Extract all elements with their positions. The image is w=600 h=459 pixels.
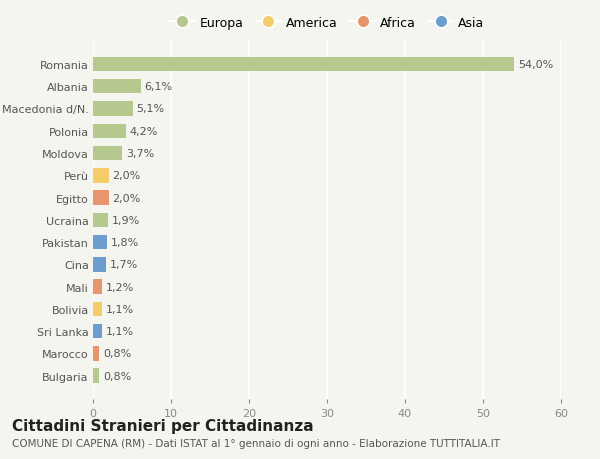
Text: 6,1%: 6,1% — [145, 82, 173, 92]
Text: COMUNE DI CAPENA (RM) - Dati ISTAT al 1° gennaio di ogni anno - Elaborazione TUT: COMUNE DI CAPENA (RM) - Dati ISTAT al 1°… — [12, 438, 500, 448]
Bar — [93, 257, 106, 272]
Bar — [93, 280, 103, 294]
Text: 1,8%: 1,8% — [111, 238, 139, 247]
Text: 54,0%: 54,0% — [518, 60, 553, 70]
Text: 3,7%: 3,7% — [126, 149, 154, 159]
Bar — [93, 57, 514, 72]
Text: 1,7%: 1,7% — [110, 260, 139, 270]
Bar — [93, 146, 122, 161]
Text: 1,1%: 1,1% — [106, 304, 134, 314]
Text: 1,1%: 1,1% — [106, 326, 134, 336]
Text: 0,8%: 0,8% — [103, 371, 131, 381]
Text: 2,0%: 2,0% — [113, 171, 141, 181]
Bar — [93, 124, 126, 139]
Legend: Europa, America, Africa, Asia: Europa, America, Africa, Asia — [164, 12, 490, 35]
Text: 1,9%: 1,9% — [112, 215, 140, 225]
Text: 2,0%: 2,0% — [113, 193, 141, 203]
Text: 4,2%: 4,2% — [130, 127, 158, 136]
Bar — [93, 302, 101, 316]
Text: 1,2%: 1,2% — [106, 282, 134, 292]
Bar — [93, 80, 140, 94]
Text: 0,8%: 0,8% — [103, 349, 131, 358]
Text: 5,1%: 5,1% — [137, 104, 165, 114]
Text: Cittadini Stranieri per Cittadinanza: Cittadini Stranieri per Cittadinanza — [12, 418, 314, 433]
Bar — [93, 213, 108, 228]
Bar — [93, 324, 101, 339]
Bar — [93, 191, 109, 205]
Bar — [93, 347, 99, 361]
Bar — [93, 235, 107, 250]
Bar — [93, 369, 99, 383]
Bar — [93, 102, 133, 117]
Bar — [93, 168, 109, 183]
